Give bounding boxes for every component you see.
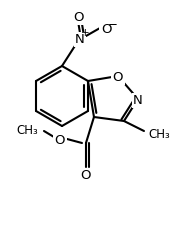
Text: O: O <box>73 11 83 24</box>
Text: O: O <box>113 71 123 84</box>
Text: O: O <box>81 169 91 182</box>
Text: N: N <box>75 33 85 46</box>
Text: O: O <box>101 23 111 36</box>
Text: N: N <box>133 94 143 107</box>
Text: CH₃: CH₃ <box>148 128 170 141</box>
Text: +: + <box>81 28 89 38</box>
Text: O: O <box>55 134 65 147</box>
Text: CH₃: CH₃ <box>16 124 38 137</box>
Text: −: − <box>108 18 118 31</box>
